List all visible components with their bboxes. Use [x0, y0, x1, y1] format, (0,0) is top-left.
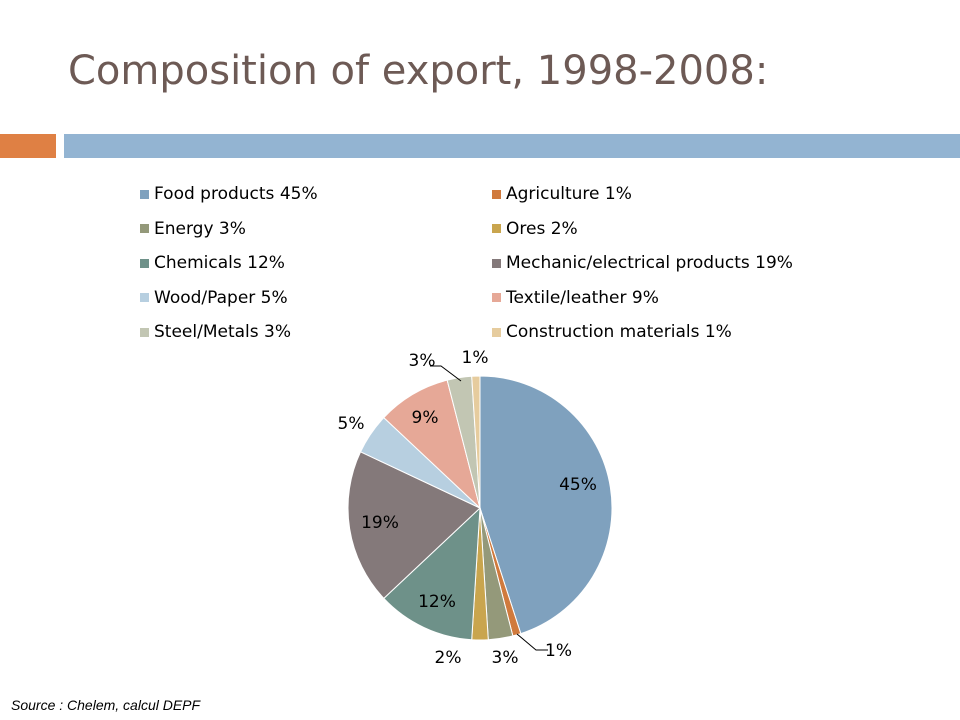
legend-item-energy: Energy 3% — [140, 212, 492, 247]
legend-label: Mechanic/electrical products 19% — [506, 253, 793, 274]
legend-item-wood-paper: Wood/Paper 5% — [140, 281, 492, 316]
legend-swatch — [140, 293, 149, 303]
pie-slice — [471, 375, 481, 509]
legend-label: Textile/leather 9% — [506, 287, 659, 308]
legend-item-construction-materials: Construction materials 1% — [492, 315, 860, 350]
legend-label: Construction materials 1% — [506, 322, 732, 343]
legend-label: Wood/Paper 5% — [154, 287, 288, 308]
legend-swatch — [492, 327, 501, 337]
legend-swatch — [140, 327, 149, 337]
data-label: 3% — [409, 351, 436, 371]
legend-swatch — [492, 258, 501, 268]
data-label: 5% — [338, 414, 365, 434]
legend-swatch — [492, 224, 501, 234]
pie-slice — [347, 451, 481, 600]
legend-swatch — [140, 224, 149, 234]
data-label: 2% — [435, 648, 462, 668]
legend-item-ores: Ores 2% — [492, 212, 860, 247]
legend-item-textile-leather: Textile/leather 9% — [492, 281, 860, 316]
legend-item-food-products: Food products 45% — [140, 177, 492, 212]
legend-swatch — [492, 189, 501, 199]
legend-label: Agriculture 1% — [506, 184, 632, 205]
data-label: 1% — [462, 348, 489, 368]
legend-label: Chemicals 12% — [154, 253, 285, 274]
pie-slice — [383, 506, 481, 641]
legend-item-steel-metals: Steel/Metals 3% — [140, 315, 492, 350]
leader-line — [430, 365, 462, 382]
legend-item-agriculture: Agriculture 1% — [492, 177, 860, 212]
chart-legend: Food products 45% Agriculture 1% Energy … — [140, 177, 860, 350]
page-title: Composition of export, 1998-2008: — [68, 48, 769, 94]
accent-bar-left — [0, 134, 56, 158]
legend-swatch — [492, 293, 501, 303]
data-label: 3% — [492, 648, 519, 668]
leader-line — [516, 633, 548, 651]
data-label: 9% — [412, 408, 439, 428]
data-label: 1% — [545, 641, 572, 661]
legend-label: Food products 45% — [154, 184, 318, 205]
data-label: 45% — [559, 475, 597, 495]
legend-label: Steel/Metals 3% — [154, 322, 291, 343]
legend-swatch — [140, 189, 149, 199]
legend-label: Ores 2% — [506, 218, 578, 239]
pie-slice — [479, 375, 613, 635]
data-label: 19% — [361, 513, 399, 533]
source-note: Source : Chelem, calcul DEPF — [11, 697, 201, 713]
data-label: 12% — [418, 592, 456, 612]
legend-item-chemicals: Chemicals 12% — [140, 246, 492, 281]
legend-label: Energy 3% — [154, 218, 246, 239]
legend-item-mechanic-electrical: Mechanic/electrical products 19% — [492, 246, 860, 281]
accent-bar-right — [64, 134, 960, 158]
legend-swatch — [140, 258, 149, 268]
